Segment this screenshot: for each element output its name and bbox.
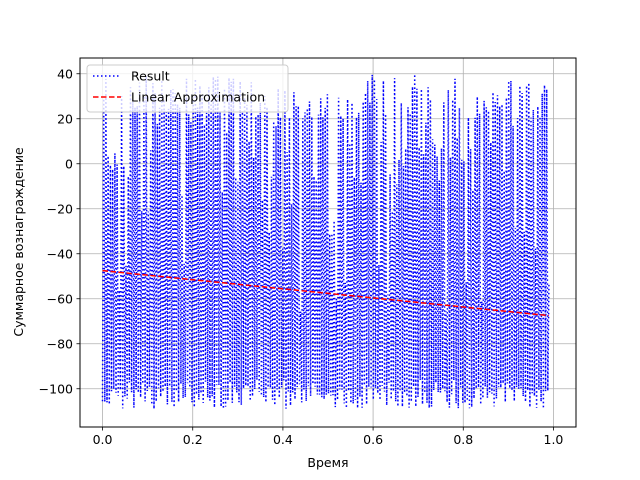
legend-linear-approximation-label: Linear Approximation (131, 90, 265, 105)
y-tick-label: −60 (47, 291, 73, 306)
x-axis-ticks: 0.0 0.2 0.4 0.6 0.8 1.0 (93, 427, 564, 447)
y-axis-label: Суммарное вознаграждение (11, 147, 26, 337)
result-series-line (101, 74, 550, 409)
x-tick-label: 0.4 (273, 432, 293, 447)
legend-result-label: Result (131, 69, 170, 84)
y-axis-ticks: −100 −80 −60 −40 −20 0 20 40 (39, 66, 80, 396)
x-tick-label: 0.2 (183, 432, 203, 447)
y-tick-label: 40 (57, 66, 73, 81)
x-tick-label: 1.0 (544, 432, 564, 447)
y-tick-label: −40 (47, 246, 73, 261)
linear-approximation-line (102, 269, 550, 317)
x-axis-label: Время (307, 455, 348, 470)
y-tick-label: 20 (57, 111, 73, 126)
x-tick-label: 0.8 (453, 432, 473, 447)
plot-frame (79, 57, 577, 428)
legend: Result Linear Approximation (86, 64, 289, 113)
x-tick-label: 0.6 (363, 432, 383, 447)
y-tick-label: −100 (39, 381, 73, 396)
y-tick-label: −80 (47, 336, 73, 351)
y-tick-label: −20 (47, 201, 73, 216)
y-tick-label: 0 (65, 156, 73, 171)
plot-area (101, 74, 550, 409)
legend-box (86, 64, 289, 113)
plot-series (101, 74, 550, 409)
x-tick-label: 0.0 (93, 432, 113, 447)
